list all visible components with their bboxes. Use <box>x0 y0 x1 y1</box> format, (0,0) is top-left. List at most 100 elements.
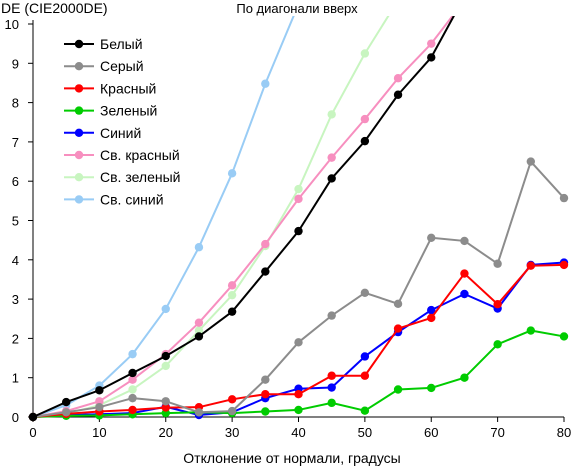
x-tick-label: 80 <box>557 425 571 440</box>
data-point <box>427 313 436 323</box>
y-tick-label: 8 <box>12 96 19 111</box>
legend-item: Синий <box>64 125 141 141</box>
data-point <box>261 407 270 416</box>
data-point <box>128 375 137 384</box>
legend-swatch-marker <box>74 128 84 137</box>
data-point <box>161 351 170 361</box>
data-point <box>393 74 403 83</box>
x-tick-label: 70 <box>490 425 504 440</box>
x-axis-title: Отклонение от нормали, градусы <box>183 450 400 466</box>
data-point <box>227 406 237 416</box>
y-tick-label: 10 <box>5 17 19 32</box>
data-point <box>360 352 370 361</box>
data-point <box>227 281 237 290</box>
legend-swatch-marker <box>74 39 84 49</box>
series-layer <box>28 16 569 422</box>
data-point <box>95 386 104 395</box>
data-point <box>227 307 237 316</box>
data-point <box>261 375 270 384</box>
data-point <box>194 408 204 417</box>
legend-label: Св. синий <box>100 191 164 207</box>
data-point <box>460 373 469 382</box>
data-point <box>227 290 237 300</box>
data-point <box>360 406 370 415</box>
data-point <box>161 361 170 371</box>
data-point <box>360 49 370 58</box>
data-point <box>227 395 237 404</box>
data-point <box>393 90 403 99</box>
legend-item: Зеленый <box>64 103 157 119</box>
y-tick-label: 0 <box>12 410 19 425</box>
data-point <box>526 326 536 335</box>
legend-swatch-marker <box>74 195 84 204</box>
data-point <box>427 53 436 62</box>
data-point <box>294 194 303 204</box>
x-tick-label: 60 <box>424 425 438 440</box>
y-tick-label: 7 <box>12 135 19 150</box>
data-point <box>294 338 303 347</box>
y-tick-label: 1 <box>12 371 19 386</box>
legend-swatch-marker <box>74 61 84 71</box>
series-line <box>32 16 454 418</box>
data-point <box>161 403 170 412</box>
data-point <box>360 288 370 298</box>
legend-label: Красный <box>100 80 156 96</box>
data-point <box>393 299 403 309</box>
legend-item: Белый <box>64 36 143 52</box>
data-point <box>427 39 436 48</box>
y-axis-title: DE (CIE2000DE) <box>1 0 108 16</box>
legend-item: Св. красный <box>64 147 180 163</box>
legend-swatch-marker <box>74 106 84 115</box>
series-line <box>32 16 455 418</box>
data-point <box>360 371 370 380</box>
data-point <box>327 383 336 392</box>
data-point <box>526 261 536 270</box>
data-point <box>294 390 303 399</box>
data-point <box>261 267 270 276</box>
data-point <box>460 236 469 246</box>
series-line <box>32 16 390 418</box>
data-point <box>261 79 270 88</box>
data-point <box>294 226 303 236</box>
series-3 <box>28 260 569 422</box>
data-point <box>128 385 137 394</box>
y-tick-label: 5 <box>12 214 19 229</box>
data-point <box>95 402 104 412</box>
data-point <box>327 371 336 380</box>
data-point <box>493 300 502 309</box>
data-point <box>327 110 336 119</box>
x-tick-label: 40 <box>291 425 305 440</box>
y-tick-label: 4 <box>12 253 19 268</box>
legend: Белый Серый Красный Зеленый Синий Св. красный… <box>58 30 198 210</box>
data-point <box>227 169 237 178</box>
data-point <box>427 305 436 315</box>
legend-swatch-marker <box>74 173 84 182</box>
legend-label: Синий <box>100 125 141 141</box>
data-point <box>128 405 137 415</box>
legend-item: Св. зеленый <box>64 169 180 185</box>
x-tick-label: 10 <box>92 425 106 440</box>
data-point <box>427 383 436 393</box>
legend-label: Серый <box>100 58 144 74</box>
legend-swatch-marker <box>74 84 84 93</box>
legend-label: Св. зеленый <box>100 169 180 185</box>
series-1 <box>28 16 455 422</box>
data-point <box>393 324 403 333</box>
data-point <box>128 349 137 359</box>
legend-label: Белый <box>100 36 143 52</box>
data-point <box>128 393 137 403</box>
data-point <box>161 397 170 406</box>
data-point <box>559 332 569 341</box>
data-point <box>327 398 336 408</box>
legend-label: Св. красный <box>100 147 180 163</box>
data-point <box>559 260 569 270</box>
data-point <box>161 304 170 314</box>
data-point <box>194 318 204 327</box>
data-point <box>95 397 104 406</box>
data-point <box>194 243 204 252</box>
legend-item: Серый <box>64 58 144 74</box>
data-point <box>61 408 71 417</box>
data-point <box>194 326 204 335</box>
data-point <box>261 390 270 399</box>
